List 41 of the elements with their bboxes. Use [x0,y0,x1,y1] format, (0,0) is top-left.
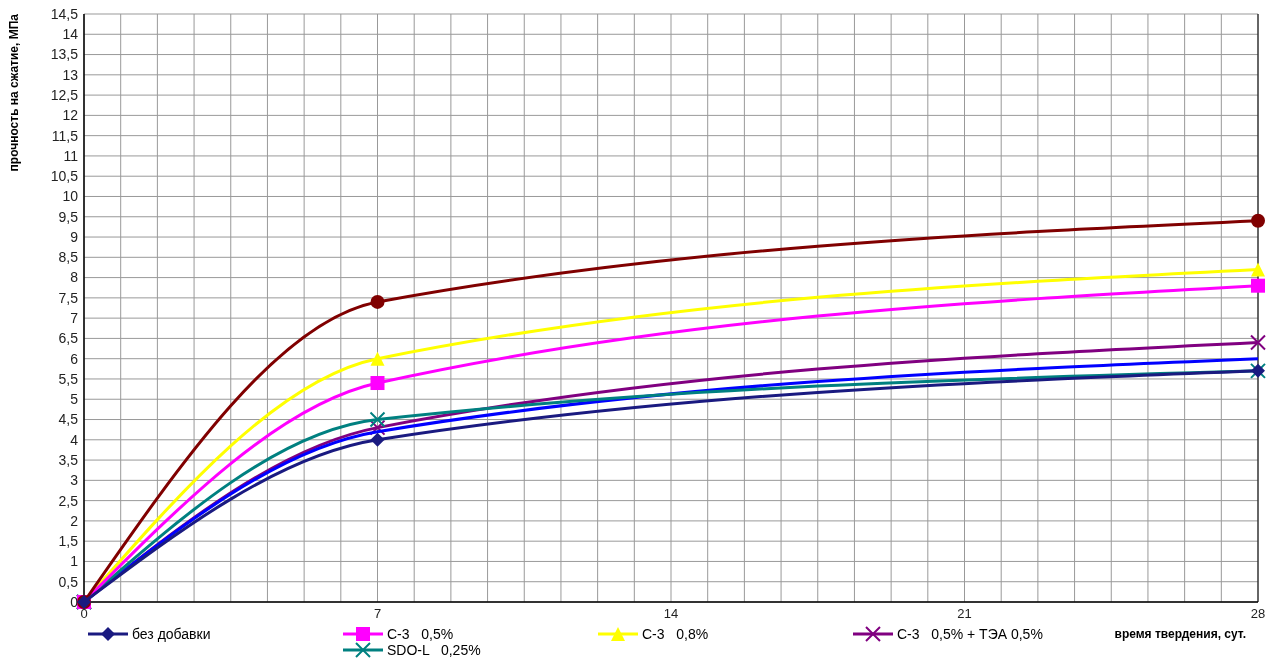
y-tick-label: 11,5 [51,127,79,144]
y-tick-label: 14,5 [50,5,79,22]
y-tick-label: 0 [70,593,79,610]
y-tick-label: 9,5 [58,208,79,225]
legend-label: С-3 0,8% [642,625,709,642]
y-tick-label: 5 [70,391,79,408]
y-tick-label: 7 [70,310,79,327]
y-tick-label: 2 [70,512,79,529]
x-tick-label: 14 [663,606,679,621]
y-tick-label: 0,5 [58,573,79,590]
y-tick-label: 12,5 [50,87,79,103]
x-tick-label: 28 [1250,606,1266,621]
y-tick-label: 4,5 [58,411,79,428]
y-tick-label: 6,5 [58,330,79,347]
y-tick-label: 3 [70,472,79,489]
y-tick-label: 3,5 [58,451,79,468]
y-tick-label: 11 [63,147,79,164]
y-tick-label: 13,5 [50,46,79,63]
y-tick-label: 4 [70,431,79,448]
y-tick-label: 13 [62,66,79,83]
y-tick-label: 1,5 [58,533,79,550]
y-tick-label: 8 [70,269,79,286]
x-axis-title: время твердения, сут. [1114,627,1246,641]
y-tick-label: 5,5 [58,370,79,387]
x-tick-label: 7 [373,606,382,621]
y-tick-label: 12 [62,107,79,124]
legend-label: С-3 0,5% + ТЭА 0,5% [897,625,1043,642]
y-tick-label: 7,5 [58,289,79,306]
legend-label: SDO-L 0,25% [387,641,481,658]
y-tick-label: 14 [62,26,79,43]
legend-label: С-3 0,5% [387,625,454,642]
x-tick-label: 21 [957,606,972,621]
y-tick-label: 9 [70,228,79,245]
y-tick-label: 10 [62,188,79,205]
y-tick-label: 1 [70,553,79,570]
y-tick-label: 10,5 [50,168,79,185]
y-tick-label: 2,5 [58,492,79,509]
y-tick-label: 8,5 [58,249,79,266]
y-axis-title: прочность на сжатие, МПа [7,13,21,172]
legend-label: без добавки [132,625,211,642]
y-tick-label: 6 [70,350,79,367]
